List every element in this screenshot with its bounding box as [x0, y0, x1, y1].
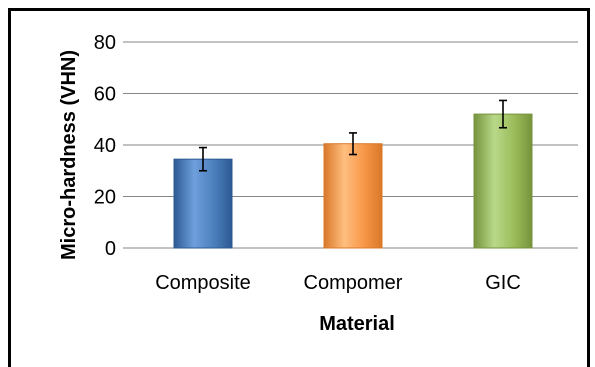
- error-bar-compomer: [349, 132, 357, 156]
- y-axis-title: Micro-hardness (VHN): [58, 50, 80, 260]
- x-category-label: Compomer: [304, 272, 403, 294]
- x-category-labels: Composite Compomer GIC: [155, 272, 521, 294]
- x-category-label: Composite: [155, 272, 251, 294]
- bar-composite: [173, 158, 233, 249]
- x-axis-title: Material: [319, 313, 395, 335]
- y-tick-labels: 0 20 40 60 80: [94, 32, 116, 260]
- error-bar-composite: [199, 146, 207, 172]
- y-tick-label: 80: [94, 32, 116, 54]
- y-tick-label: 20: [94, 187, 116, 209]
- error-bars: [199, 99, 507, 172]
- bar-compomer: [323, 143, 383, 249]
- y-tick-label: 0: [105, 238, 116, 260]
- y-tick-label: 40: [94, 135, 116, 157]
- bar-gic: [473, 113, 533, 249]
- x-category-label: GIC: [485, 272, 521, 294]
- bars: [173, 113, 533, 249]
- error-bar-gic: [499, 99, 507, 129]
- y-tick-label: 60: [94, 84, 116, 106]
